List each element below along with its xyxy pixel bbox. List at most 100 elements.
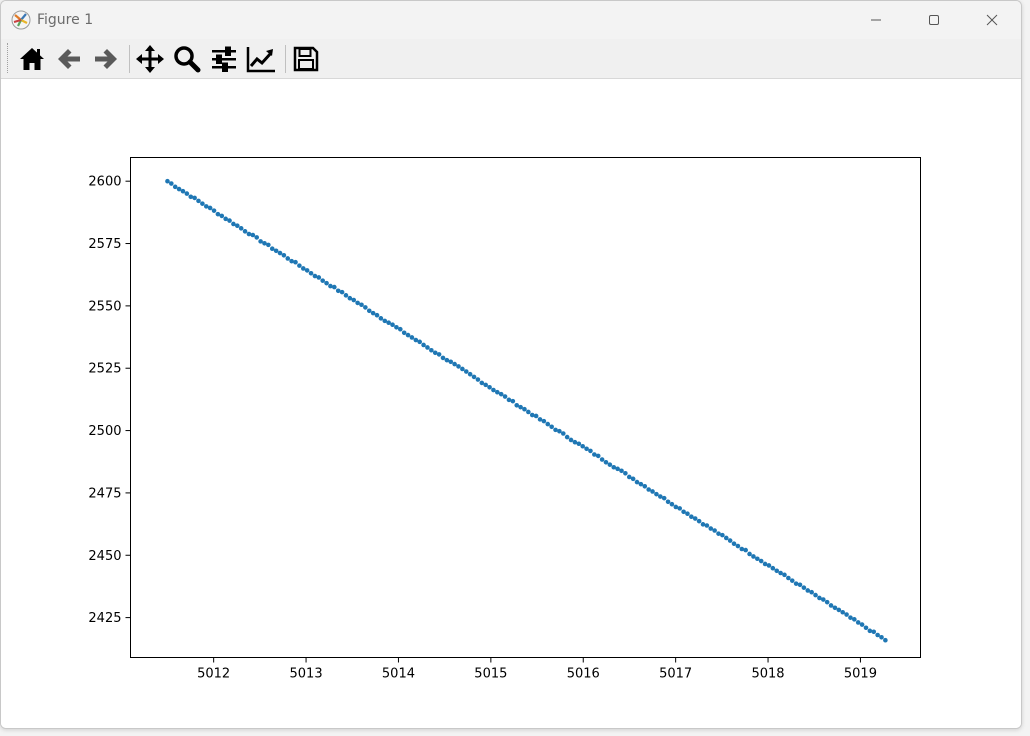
scatter-plot[interactable]: 5012 5013 5014 5015 5016 5017 5018 5019 2425 245… [1, 79, 1021, 728]
close-icon [986, 14, 998, 26]
data-point [432, 350, 438, 356]
figure-canvas[interactable]: 5012 5013 5014 5015 5016 5017 5018 5019 2425 245… [1, 79, 1021, 728]
data-point [366, 308, 372, 314]
data-point [766, 563, 772, 568]
data-point [786, 575, 791, 581]
data-point [557, 428, 562, 434]
data-point [669, 501, 675, 507]
data-point [409, 335, 415, 340]
data-point [374, 312, 380, 318]
data-point [238, 226, 244, 231]
pan-button[interactable] [133, 42, 167, 76]
data-point [875, 632, 880, 638]
data-point [355, 300, 360, 306]
toolbar-grip[interactable] [7, 43, 10, 73]
data-point [254, 235, 260, 240]
data-point [564, 434, 570, 440]
data-point [281, 253, 287, 258]
forward-button[interactable] [89, 42, 123, 76]
data-point [848, 615, 853, 620]
data-point [180, 188, 186, 194]
edit-axis-button[interactable] [244, 42, 278, 76]
data-point [595, 453, 601, 459]
data-point [832, 605, 838, 611]
window-title: Figure 1 [37, 12, 94, 28]
data-point [196, 198, 201, 204]
data-point [425, 345, 430, 350]
data-point [712, 528, 717, 533]
data-point [560, 431, 566, 436]
data-point [852, 617, 857, 622]
y-tick-label: 2450 [88, 549, 121, 564]
data-point [572, 439, 578, 445]
zoom-button[interactable] [170, 42, 204, 76]
data-point [588, 448, 593, 454]
data-point [844, 612, 849, 617]
data-point [735, 543, 741, 549]
move-icon [136, 45, 164, 73]
data-point [475, 377, 481, 382]
data-point [378, 316, 384, 321]
data-point [269, 246, 275, 251]
data-point [623, 470, 628, 476]
data-point [677, 506, 683, 511]
data-point [770, 565, 776, 571]
data-point [871, 629, 877, 635]
close-button[interactable] [963, 1, 1021, 39]
data-point [343, 293, 349, 298]
data-point [774, 568, 780, 574]
data-point [650, 489, 655, 494]
configure-subplots-button[interactable] [207, 42, 241, 76]
data-point [778, 570, 783, 576]
data-point [192, 195, 197, 201]
data-point [863, 625, 869, 631]
data-point [328, 283, 333, 289]
data-point [203, 204, 209, 209]
data-point [716, 531, 721, 536]
save-button[interactable] [289, 42, 323, 76]
data-point [708, 526, 714, 531]
x-tick-label: 5012 [197, 667, 230, 682]
data-point [789, 578, 795, 583]
data-point [681, 509, 686, 515]
title-bar[interactable]: Figure 1 [1, 1, 1021, 39]
sliders-icon [212, 46, 236, 72]
data-point [809, 589, 814, 595]
data-point [506, 397, 512, 403]
data-point [537, 417, 543, 422]
home-button[interactable] [15, 42, 49, 76]
data-point [599, 457, 605, 462]
data-point [522, 406, 527, 412]
data-point [782, 572, 787, 578]
data-point [747, 551, 752, 557]
data-point [592, 452, 597, 457]
data-point [727, 538, 733, 543]
data-point [448, 359, 454, 365]
maximize-button[interactable] [905, 1, 963, 39]
data-point [615, 466, 620, 472]
data-point [250, 232, 256, 238]
back-button[interactable] [52, 42, 86, 76]
data-point [289, 258, 294, 264]
data-point [169, 181, 174, 186]
save-icon [293, 46, 319, 72]
data-point [487, 385, 492, 390]
data-point [308, 270, 314, 276]
data-point [704, 523, 710, 528]
data-point [630, 476, 636, 482]
data-point [231, 221, 236, 227]
data-point [304, 268, 310, 273]
arrow-right-icon [95, 49, 117, 69]
x-tick-label: 5013 [290, 667, 323, 682]
data-point [444, 357, 450, 363]
data-point [762, 561, 768, 567]
data-point [634, 479, 640, 485]
maximize-icon [929, 15, 939, 25]
minimize-button[interactable] [847, 1, 905, 39]
y-tick-label: 2575 [88, 237, 121, 252]
data-point [258, 239, 263, 244]
data-point [828, 603, 834, 608]
data-point [805, 588, 811, 593]
data-point [584, 446, 589, 452]
